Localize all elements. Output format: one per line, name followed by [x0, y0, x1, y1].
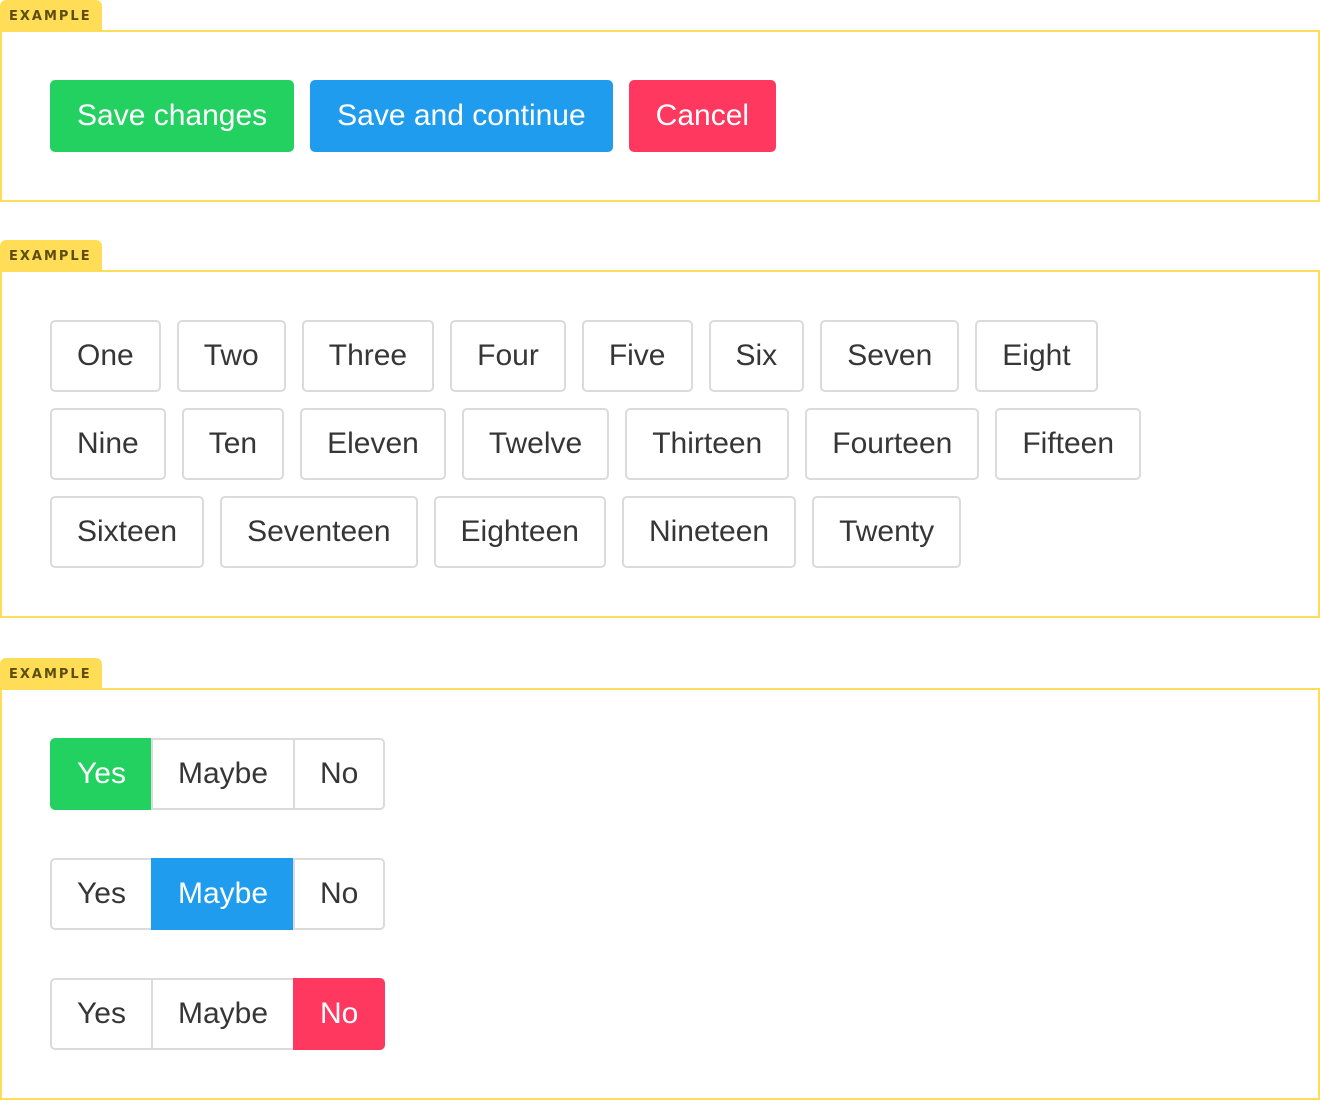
tag-button-six[interactable]: Six	[708, 320, 805, 392]
segmented-control: Yes Maybe No	[50, 978, 1270, 1050]
segment-maybe-button[interactable]: Maybe	[150, 738, 295, 810]
example-label: EXAMPLE	[0, 658, 102, 689]
tag-button-one[interactable]: One	[50, 320, 161, 392]
segment-yes-button[interactable]: Yes	[50, 738, 153, 810]
segment-no-button[interactable]: No	[293, 738, 386, 810]
tag-button-three[interactable]: Three	[301, 320, 435, 392]
tag-button-twelve[interactable]: Twelve	[461, 408, 610, 480]
tag-button-eleven[interactable]: Eleven	[300, 408, 446, 480]
tag-button-sixteen[interactable]: Sixteen	[50, 496, 205, 568]
tag-button-ten[interactable]: Ten	[181, 408, 285, 480]
save-and-continue-button[interactable]: Save and continue	[310, 80, 613, 152]
segmented-control: Yes Maybe No	[50, 738, 1270, 810]
segment-yes-button[interactable]: Yes	[50, 978, 153, 1050]
tag-button-thirteen[interactable]: Thirteen	[625, 408, 790, 480]
tag-button-fifteen[interactable]: Fifteen	[995, 408, 1142, 480]
tag-button-two[interactable]: Two	[176, 320, 286, 392]
example-tags-section: One Two Three Four Five Six Seven Eight Nine Ten E…	[0, 270, 1320, 618]
tag-button-eight[interactable]: Eight	[975, 320, 1098, 392]
tag-button-twenty[interactable]: Twenty	[812, 496, 962, 568]
example-label: EXAMPLE	[0, 240, 102, 271]
segment-yes-button[interactable]: Yes	[50, 858, 153, 930]
segment-no-button[interactable]: No	[293, 858, 386, 930]
segmented-control: Yes Maybe No	[50, 858, 1270, 930]
tag-button-four[interactable]: Four	[450, 320, 566, 392]
segment-maybe-button[interactable]: Maybe	[150, 978, 295, 1050]
tag-button-nine[interactable]: Nine	[50, 408, 166, 480]
tag-button-five[interactable]: Five	[581, 320, 693, 392]
example-segmented-section: Yes Maybe No Yes Maybe No Yes Maybe No	[0, 688, 1320, 1100]
tag-button-fourteen[interactable]: Fourteen	[805, 408, 980, 480]
cancel-button[interactable]: Cancel	[628, 80, 777, 152]
tag-button-nineteen[interactable]: Nineteen	[621, 496, 797, 568]
segment-maybe-button[interactable]: Maybe	[150, 858, 295, 930]
example-buttons-section: Save changes Save and continue Cancel	[0, 30, 1320, 202]
example-label: EXAMPLE	[0, 0, 102, 31]
tag-button-eighteen[interactable]: Eighteen	[433, 496, 606, 568]
tag-button-seventeen[interactable]: Seventeen	[220, 496, 418, 568]
save-changes-button[interactable]: Save changes	[50, 80, 295, 152]
segment-no-button[interactable]: No	[293, 978, 386, 1050]
tag-button-seven[interactable]: Seven	[820, 320, 960, 392]
